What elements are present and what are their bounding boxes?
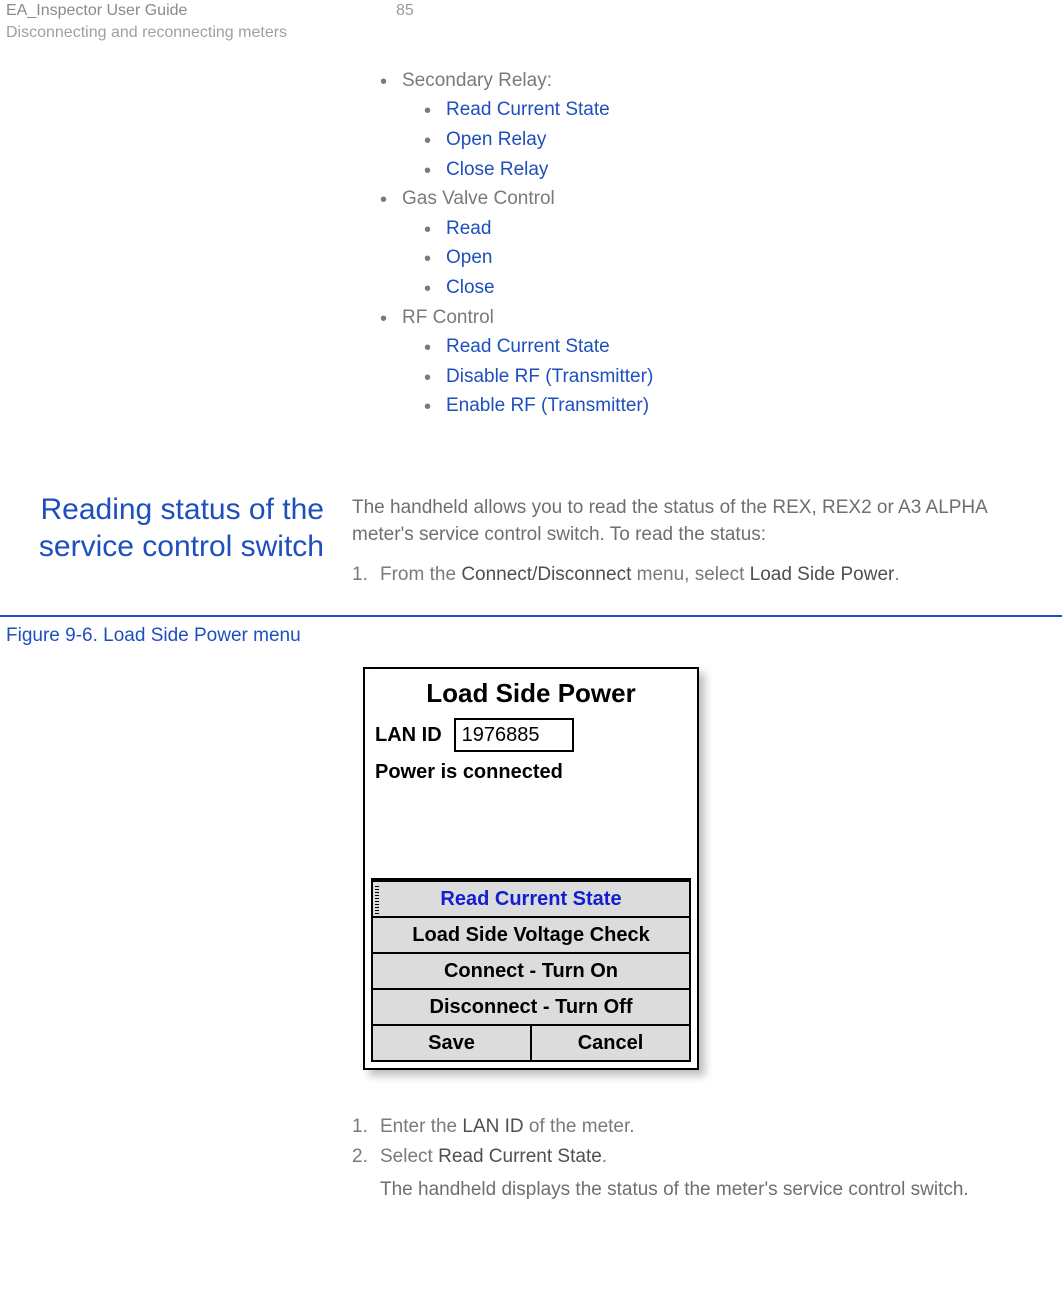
disconnect-turn-off-button[interactable]: Disconnect - Turn Off — [371, 990, 691, 1026]
read-current-state-button[interactable]: Read Current State — [371, 880, 691, 918]
heading-line2: service control switch — [39, 530, 324, 563]
page-number: 85 — [396, 0, 414, 45]
list-item: Gas Valve Control Read Open Close — [380, 186, 1032, 301]
list-label: Secondary Relay: — [402, 70, 552, 91]
doc-title: EA_Inspector User Guide — [6, 0, 396, 22]
link-text[interactable]: Disable RF (Transmitter) — [446, 366, 653, 387]
list-item: Read Current State — [424, 97, 1032, 124]
section-intro: The handheld allows you to read the stat… — [352, 495, 1032, 548]
save-button[interactable]: Save — [371, 1026, 532, 1062]
step-text: From the — [380, 564, 461, 585]
connect-turn-on-button[interactable]: Connect - Turn On — [371, 954, 691, 990]
device-screenshot: Load Side Power LAN ID 1976885 Power is … — [363, 667, 699, 1069]
step-item: 1. Enter the LAN ID of the meter. — [352, 1114, 1032, 1141]
load-side-voltage-check-button[interactable]: Load Side Voltage Check — [371, 918, 691, 954]
link-text[interactable]: Open Relay — [446, 129, 546, 150]
link-text[interactable]: Read — [446, 218, 491, 239]
step-number: 1. — [352, 562, 368, 589]
list-item: RF Control Read Current State Disable RF… — [380, 305, 1032, 420]
list-item: Close — [424, 275, 1032, 302]
list-item: Enable RF (Transmitter) — [424, 393, 1032, 420]
link-text[interactable]: Open — [446, 247, 492, 268]
figure-caption: Figure 9-6. Load Side Power menu — [6, 623, 1062, 650]
list-item: Close Relay — [424, 157, 1032, 184]
step-bold: LAN ID — [462, 1116, 523, 1137]
link-text[interactable]: Enable RF (Transmitter) — [446, 395, 649, 416]
device-status: Power is connected — [375, 758, 687, 786]
list-label: RF Control — [402, 307, 494, 328]
list-item: Disable RF (Transmitter) — [424, 364, 1032, 391]
doc-subtitle: Disconnecting and reconnecting meters — [6, 22, 396, 44]
step-text: Select — [380, 1146, 438, 1167]
cancel-button[interactable]: Cancel — [532, 1026, 691, 1062]
step-bold: Read Current State — [438, 1146, 602, 1167]
heading-line1: Reading status of the — [40, 493, 324, 526]
link-text[interactable]: Close Relay — [446, 159, 548, 180]
step-item: 1. From the Connect/Disconnect menu, sel… — [352, 562, 1032, 589]
step-text: menu, select — [631, 564, 749, 585]
step-bold: Connect/Disconnect — [461, 564, 631, 585]
list-label: Gas Valve Control — [402, 188, 555, 209]
section-heading: Reading status of the service control sw… — [0, 491, 324, 566]
step-number: 1. — [352, 1114, 368, 1141]
lan-id-input[interactable]: 1976885 — [454, 718, 574, 752]
step-number: 2. — [352, 1144, 368, 1171]
list-item: Secondary Relay: Read Current State Open… — [380, 68, 1032, 183]
step-item: 2. Select Read Current State. The handhe… — [352, 1144, 1032, 1203]
link-text[interactable]: Read Current State — [446, 99, 610, 120]
figure-rule — [0, 615, 1062, 617]
step-text: . — [894, 564, 899, 585]
list-item: Read — [424, 216, 1032, 243]
lan-id-label: LAN ID — [375, 721, 442, 749]
link-text[interactable]: Read Current State — [446, 336, 610, 357]
list-item: Read Current State — [424, 334, 1032, 361]
step-text: of the meter. — [524, 1116, 635, 1137]
device-title: Load Side Power — [375, 675, 687, 711]
link-text[interactable]: Close — [446, 277, 495, 298]
step-bold: Load Side Power — [750, 564, 895, 585]
list-item: Open — [424, 245, 1032, 272]
step-text: Enter the — [380, 1116, 462, 1137]
step-sub-text: The handheld displays the status of the … — [380, 1177, 1032, 1204]
step-text: . — [602, 1146, 607, 1167]
list-item: Open Relay — [424, 127, 1032, 154]
